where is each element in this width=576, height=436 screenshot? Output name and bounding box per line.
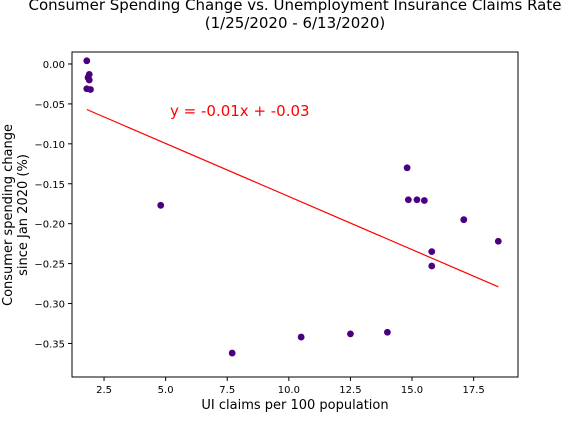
data-point [420, 197, 428, 204]
y-tick-label: −0.25 [34, 260, 65, 271]
x-tick-label: 2.5 [96, 385, 112, 396]
y-tick-label: −0.35 [34, 339, 65, 350]
data-point [83, 57, 91, 65]
regression-line [86, 108, 499, 288]
data-point [297, 333, 305, 341]
regression-equation-label: y = -0.01x + -0.03 [170, 102, 310, 120]
y-tick-label: −0.20 [34, 220, 65, 231]
data-point [494, 237, 502, 245]
data-point [347, 330, 354, 338]
data-point [228, 349, 236, 357]
x-tick-label: 12.5 [339, 385, 361, 396]
chart-title-line-1: Consumer Spending Change vs. Unemploymen… [29, 0, 562, 14]
y-tick-label: −0.10 [34, 140, 65, 151]
data-point [384, 328, 391, 336]
y-axis-label-line-2: since Jan 2020 (%) [16, 154, 31, 276]
x-tick-label: 5.0 [158, 385, 174, 396]
y-tick-label: −0.15 [34, 180, 65, 191]
data-point [157, 201, 165, 209]
axes-frame [71, 51, 519, 378]
y-axis-ticks: 0.00 −0.05 −0.10 −0.15 −0.20 −0.25 −0.30 −0.35 [34, 60, 72, 350]
x-tick-label: 10.0 [278, 385, 300, 396]
data-point [87, 86, 94, 93]
plot-area [83, 57, 502, 357]
x-axis-ticks: 2.5 5.0 7.5 10.0 12.5 15.0 17.5 [96, 377, 485, 396]
y-axis-label-line-1: Consumer spending change [1, 124, 16, 306]
data-point [428, 262, 436, 270]
x-tick-label: 15.0 [401, 385, 423, 396]
y-tick-label: −0.05 [34, 100, 65, 111]
y-tick-label: −0.30 [34, 300, 65, 311]
data-point [403, 164, 411, 172]
x-axis-label: UI claims per 100 population [201, 398, 388, 413]
data-point [85, 76, 93, 84]
x-tick-label: 7.5 [219, 385, 235, 396]
data-point [404, 196, 412, 204]
y-tick-label: 0.00 [43, 60, 65, 71]
chart-title-line-2: (1/25/2020 - 6/13/2020) [205, 14, 385, 32]
data-point [413, 196, 421, 204]
x-tick-label: 17.5 [463, 385, 485, 396]
data-point [460, 216, 468, 224]
data-point [428, 248, 436, 256]
